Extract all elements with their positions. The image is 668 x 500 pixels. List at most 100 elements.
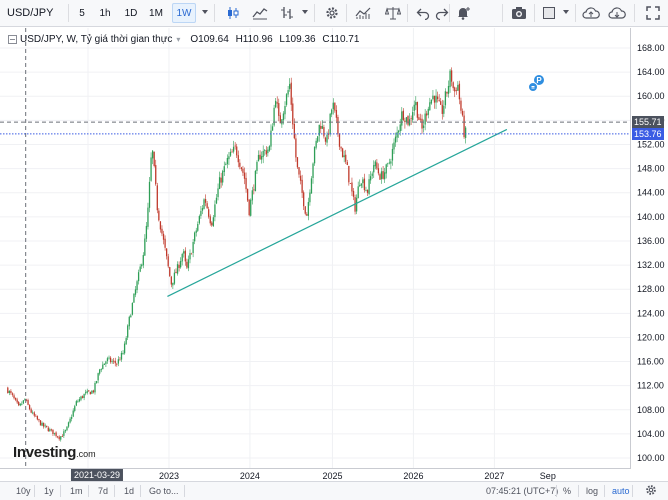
candle-body: [162, 233, 165, 240]
candle-body: [243, 172, 246, 179]
camera-snapshot-icon[interactable]: [508, 3, 530, 23]
interval-1d-button[interactable]: 1D: [124, 7, 138, 19]
candle-body: [452, 82, 454, 89]
candle-body: [13, 395, 15, 399]
area-chart-type-icon[interactable]: [249, 3, 271, 23]
event-marker-p-icon[interactable]: P: [533, 74, 545, 86]
price-tick-label: 148.00: [637, 164, 665, 174]
chart-toolbar: USD/JPY 5 1h 1D 1M 1W: [0, 0, 668, 27]
candle-body: [131, 302, 134, 315]
candle-body: [369, 176, 372, 181]
candle-body: [164, 238, 166, 248]
bars-chart-type-icon[interactable]: [276, 3, 298, 23]
candle-body: [194, 232, 196, 242]
candle-body: [208, 209, 210, 217]
candle-body: [359, 184, 361, 186]
candle-body: [116, 363, 118, 365]
event-marker-icon[interactable]: [528, 82, 538, 92]
chart-settings-gear-icon[interactable]: [645, 484, 657, 498]
range-7d-button[interactable]: 7d: [98, 486, 109, 496]
legend-collapse-icon[interactable]: [8, 35, 17, 44]
candle-body: [412, 112, 414, 120]
candle-body: [172, 282, 174, 286]
candle-body: [326, 134, 328, 143]
candle-body: [391, 148, 394, 161]
candle-body: [282, 113, 285, 121]
settings-gear-icon[interactable]: [321, 3, 343, 23]
candle-body: [237, 155, 239, 163]
candle-body: [464, 127, 467, 138]
undo-icon[interactable]: [412, 3, 434, 23]
candle-body: [186, 261, 188, 268]
price-tick-label: 124.00: [637, 308, 665, 318]
symbol-search[interactable]: USD/JPY: [7, 7, 54, 19]
chart-type-dropdown-icon[interactable]: [302, 10, 308, 14]
cloud-upload-icon[interactable]: [580, 3, 602, 23]
interval-1w-button[interactable]: 1W: [172, 3, 196, 23]
price-tick-label: 112.00: [637, 381, 664, 391]
cloud-download-icon[interactable]: [606, 3, 628, 23]
candle-body: [141, 264, 143, 267]
candle-body: [332, 102, 334, 110]
candle-body: [95, 381, 98, 384]
price-scale-ticks: 168.00164.00160.00156.00152.00148.00144.…: [637, 43, 665, 463]
candle-body: [254, 170, 257, 192]
candle-body: [290, 82, 292, 105]
candle-body: [200, 210, 202, 216]
range-1y-button[interactable]: 1y: [44, 486, 54, 496]
candle-body: [299, 175, 302, 181]
candle-body: [80, 396, 82, 400]
bottom-divider: [88, 485, 89, 497]
clock-timezone[interactable]: 07:45:21 (UTC+7): [486, 486, 559, 496]
candle-body: [368, 179, 370, 195]
candle-body: [165, 248, 168, 257]
candle-body: [173, 272, 176, 284]
candle-body: [382, 171, 384, 179]
candle-body: [321, 126, 324, 129]
candle-body: [184, 250, 186, 262]
range-1d-button[interactable]: 1d: [124, 486, 135, 496]
interval-5-button[interactable]: 5: [79, 7, 85, 19]
fullscreen-icon[interactable]: [642, 3, 664, 23]
percent-scale-toggle[interactable]: %: [563, 486, 572, 496]
candle-body: [225, 164, 227, 166]
template-dropdown-icon[interactable]: [563, 10, 569, 14]
interval-1h-button[interactable]: 1h: [99, 7, 111, 19]
trend-line[interactable]: [167, 128, 508, 297]
indicators-icon[interactable]: [352, 3, 374, 23]
candle-body: [268, 146, 271, 151]
candle-body: [440, 101, 442, 105]
candle-body: [198, 216, 200, 224]
candles-chart-type-icon[interactable]: [222, 3, 244, 23]
candle-body: [42, 422, 45, 427]
price-tick-label: 128.00: [637, 284, 665, 294]
candle-body: [374, 161, 376, 167]
legend-settings-caret-icon[interactable]: ▾: [176, 35, 181, 44]
candle-body: [159, 221, 162, 230]
range-1m-button[interactable]: 1m: [70, 486, 83, 496]
compare-scale-icon[interactable]: [382, 3, 404, 23]
template-icon[interactable]: [538, 3, 560, 23]
range-10y-button[interactable]: 10y: [16, 486, 31, 496]
candle-body: [295, 138, 297, 158]
redo-icon[interactable]: [431, 3, 453, 23]
candlestick-series: [7, 67, 467, 442]
candle-body: [81, 396, 84, 398]
go-to-date-button[interactable]: Go to...: [149, 486, 179, 496]
candle-body: [83, 393, 85, 399]
interval-dropdown-icon[interactable]: [202, 10, 208, 14]
price-chart[interactable]: 168.00164.00160.00156.00152.00148.00144.…: [0, 28, 668, 468]
candle-body: [100, 369, 102, 371]
price-tick-label: 136.00: [637, 236, 665, 246]
candle-body: [390, 161, 392, 164]
candle-body: [187, 259, 190, 269]
candle-body: [64, 430, 67, 432]
candle-body: [111, 361, 113, 363]
candle-body: [246, 188, 249, 201]
interval-1m-button[interactable]: 1M: [149, 7, 163, 19]
candle-body: [460, 100, 462, 111]
alert-bell-icon[interactable]: [452, 3, 474, 23]
auto-scale-toggle[interactable]: auto: [612, 486, 630, 496]
log-scale-toggle[interactable]: log: [586, 486, 599, 496]
candle-body: [310, 178, 313, 194]
